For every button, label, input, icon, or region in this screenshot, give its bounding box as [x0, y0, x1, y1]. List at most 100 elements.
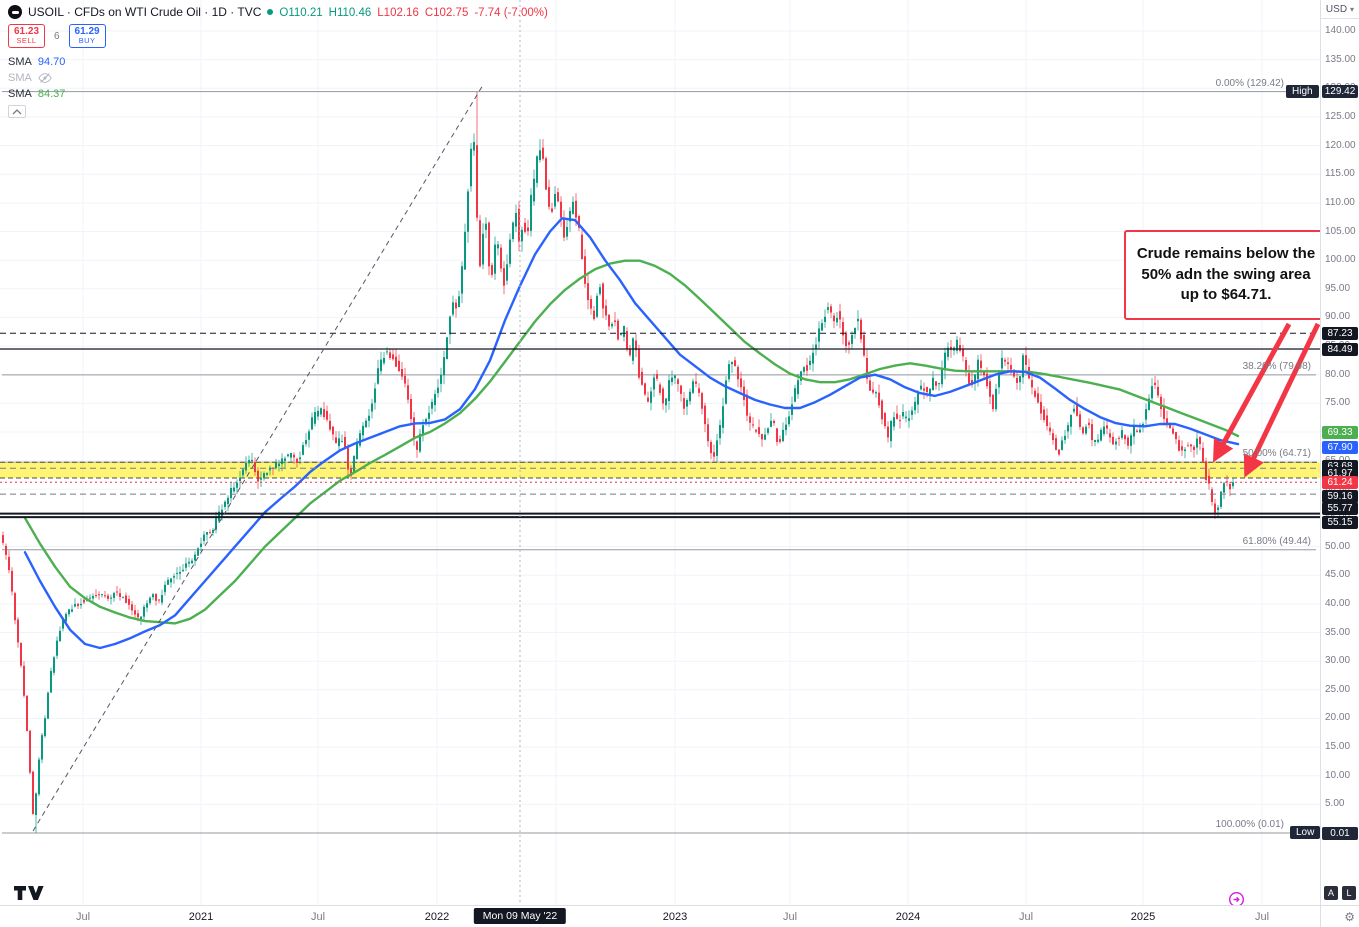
- time-axis-label: Jul: [310, 911, 326, 923]
- crosshair-date-badge: Mon 09 May '22: [473, 908, 567, 924]
- time-axis-label: 2024: [895, 911, 921, 923]
- price-scale[interactable]: USD ▾ 5.00 10.00 15.00 20.00 25.00 30.00 35.00…: [1320, 0, 1359, 905]
- price-tick-label: 75.00: [1325, 397, 1351, 409]
- tradingview-logo-icon: [14, 886, 44, 900]
- fib-level-label: 38.20% (79.98): [1242, 360, 1311, 372]
- time-axis-label: 2021: [188, 911, 214, 923]
- currency-selector[interactable]: USD ▾: [1321, 0, 1359, 19]
- indicator-row-sma[interactable]: SMA: [8, 70, 554, 86]
- annotation-note[interactable]: Crude remains below the 50% adn the swin…: [1124, 230, 1320, 321]
- price-tick-label: 15.00: [1325, 741, 1351, 753]
- ohlc-value: H110.46: [328, 7, 372, 19]
- price-tick-label: 140.00: [1325, 25, 1356, 36]
- indicator-value: 84.37: [37, 88, 66, 100]
- price-tick-label: 45.00: [1325, 569, 1351, 581]
- price-badge: 129.42: [1322, 85, 1358, 99]
- price-badge: 59.16: [1322, 489, 1358, 503]
- indicator-legend: SMA 94.70 SMA SMA 84.37: [8, 54, 554, 102]
- moving-averages-layer: [23, 217, 1240, 650]
- time-axis-label: 2023: [662, 911, 688, 923]
- market-status-icon[interactable]: [267, 9, 274, 15]
- time-axis[interactable]: Jul2021Jul2022Jul2023Jul2024Jul2025Jul M…: [0, 905, 1320, 927]
- price-badge: 55.77: [1322, 502, 1358, 516]
- price-tick-label: 40.00: [1325, 597, 1351, 609]
- fib-level-label: 50.00% (64.71): [1242, 448, 1311, 460]
- chevron-up-icon: [12, 108, 22, 114]
- indicator-row-sma[interactable]: SMA 94.70: [8, 54, 554, 70]
- fib-trendline[interactable]: [32, 84, 484, 832]
- price-tick-label: 20.00: [1325, 712, 1351, 724]
- price-tick-label: 100.00: [1325, 254, 1356, 266]
- buy-button[interactable]: 61.29 BUY: [68, 24, 106, 48]
- low-marker-badge: Low: [1290, 826, 1320, 839]
- ohlc-values: O110.21 H110.46 L102.16 C102.75 -7.74 (-7.00…: [279, 5, 553, 19]
- sell-label: SELL: [16, 36, 37, 46]
- price-badge: 69.33: [1322, 426, 1358, 440]
- time-axis-label: Jul: [782, 911, 798, 923]
- symbol-title[interactable]: USOIL · CFDs on WTI Crude Oil · 1D · TVC: [28, 5, 262, 19]
- collapse-indicators-button[interactable]: [8, 105, 26, 118]
- spread-value: 6: [54, 30, 60, 42]
- time-axis-label: 2022: [424, 911, 450, 923]
- price-tick-label: 120.00: [1325, 139, 1356, 151]
- eye-off-icon[interactable]: [38, 72, 52, 84]
- price-tick-label: 115.00: [1325, 168, 1355, 180]
- chart-legend: USOIL · CFDs on WTI Crude Oil · 1D · TVC…: [8, 5, 554, 118]
- ohlc-value: L102.16: [377, 7, 419, 19]
- indicator-name: SMA: [8, 88, 32, 100]
- chart-plot-area[interactable]: [0, 0, 1320, 905]
- ohlc-value: C102.75: [424, 7, 469, 19]
- indicator-name: SMA: [8, 56, 32, 68]
- gear-icon[interactable]: ⚙: [1344, 909, 1355, 924]
- chevron-down-icon: ▾: [1350, 4, 1355, 14]
- auto-scale-button[interactable]: A: [1324, 886, 1338, 900]
- price-tick-label: 105.00: [1325, 225, 1356, 237]
- buy-label: BUY: [78, 36, 96, 46]
- trade-buttons-row: 61.23 SELL 6 61.29 BUY: [8, 24, 554, 48]
- sell-button[interactable]: 61.23 SELL: [8, 24, 45, 48]
- price-badge: 67.90: [1322, 440, 1358, 454]
- price-tick-label: 135.00: [1325, 53, 1356, 65]
- time-axis-label: Jul: [1254, 911, 1270, 923]
- scale-buttons: A L: [1321, 886, 1359, 900]
- indicator-value: 94.70: [37, 56, 66, 68]
- horizontal-level-lines[interactable]: [0, 332, 1320, 519]
- high-marker-badge: High: [1286, 84, 1319, 98]
- price-tick-label: 25.00: [1325, 683, 1351, 695]
- swing-area-zone[interactable]: [0, 461, 1320, 479]
- price-badge: 55.15: [1322, 515, 1358, 529]
- price-tick-label: 125.00: [1325, 110, 1356, 122]
- price-tick-label: 30.00: [1325, 655, 1351, 667]
- price-tick-label: 110.00: [1325, 196, 1355, 208]
- indicator-row-sma[interactable]: SMA 84.37: [8, 86, 554, 102]
- grid-lines: [0, 0, 1320, 905]
- indicator-name: SMA: [8, 72, 32, 84]
- price-badge: 84.49: [1322, 342, 1358, 356]
- price-tick-label: 5.00: [1325, 798, 1345, 810]
- fib-level-label: 61.80% (49.44): [1242, 535, 1311, 547]
- log-scale-button[interactable]: L: [1342, 886, 1356, 900]
- price-tick-label: 80.00: [1325, 368, 1351, 380]
- time-axis-label: Jul: [75, 911, 91, 923]
- sell-price: 61.23: [13, 26, 40, 38]
- chart-canvas[interactable]: 0.00% (129.42) 38.20% (79.98) 50.00% (64.7…: [0, 0, 1320, 905]
- circular-arrow-icon[interactable]: [1228, 891, 1245, 905]
- axis-settings-corner: ⚙: [1320, 905, 1359, 927]
- buy-price: 61.29: [74, 26, 100, 38]
- ohlc-value: -7.74 (-7.00%): [474, 7, 548, 19]
- annotation-arrows[interactable]: [1213, 322, 1320, 478]
- price-tick-label: 50.00: [1325, 540, 1351, 552]
- annotation-text: Crude remains below the 50% adn the swin…: [1136, 245, 1316, 304]
- price-tick-label: 95.00: [1325, 282, 1351, 294]
- price-tick-label: 35.00: [1325, 626, 1351, 638]
- currency-label: USD: [1325, 3, 1348, 15]
- candles-layer: [2, 91, 1234, 833]
- price-tick-label: 60.00: [1325, 483, 1351, 495]
- time-axis-label: Jul: [1018, 911, 1034, 923]
- ohlc-value: O110.21: [279, 7, 323, 19]
- time-axis-label: 2025: [1130, 911, 1156, 923]
- tradingview-logo[interactable]: [12, 884, 46, 905]
- price-badge: 61.24: [1322, 475, 1358, 489]
- price-tick-label: 90.00: [1325, 311, 1351, 323]
